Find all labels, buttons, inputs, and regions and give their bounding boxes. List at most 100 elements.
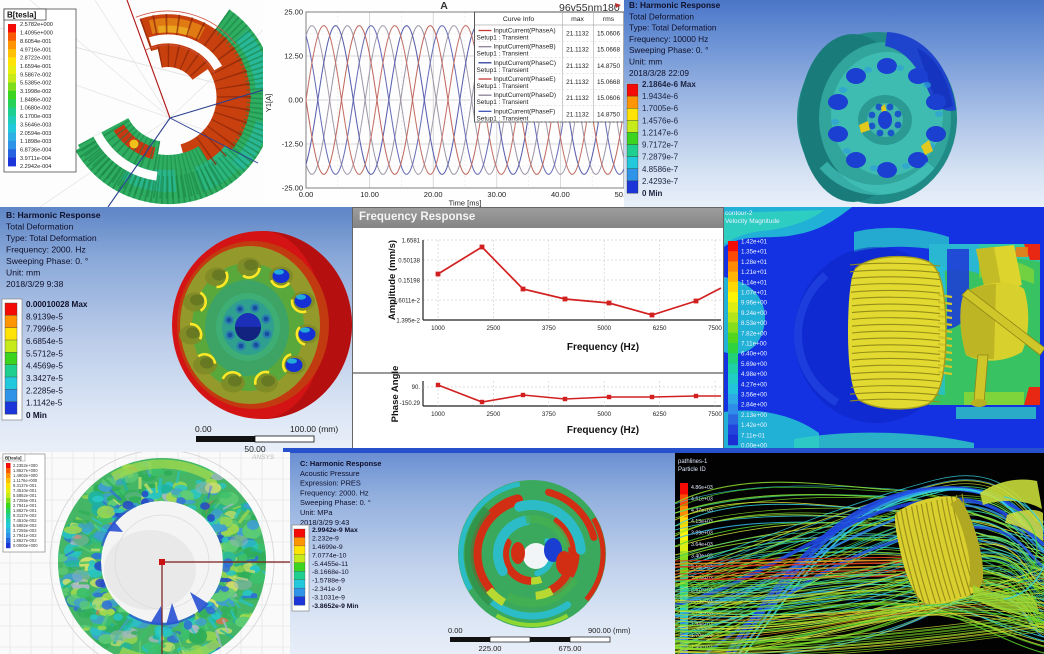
svg-text:-2.341e-9: -2.341e-9 [312, 586, 341, 593]
svg-text:1.6594e-001: 1.6594e-001 [20, 64, 51, 70]
svg-text:1.21e+01: 1.21e+01 [741, 269, 768, 276]
svg-text:pathlines-1: pathlines-1 [678, 459, 708, 465]
svg-text:2.84e+00: 2.84e+00 [741, 402, 768, 409]
svg-text:7.0774e-10: 7.0774e-10 [312, 552, 347, 559]
svg-text:Time [ms]: Time [ms] [449, 199, 482, 208]
svg-text:4.4569e-5: 4.4569e-5 [26, 362, 63, 371]
svg-text:7.2879e-7: 7.2879e-7 [642, 153, 679, 162]
svg-text:10.00: 10.00 [360, 190, 379, 199]
svg-text:8.53e+00: 8.53e+00 [741, 320, 768, 327]
svg-text:1.0680e-002: 1.0680e-002 [20, 106, 51, 112]
svg-text:1.8486e-002: 1.8486e-002 [20, 97, 51, 103]
svg-text:4.8586e-7: 4.8586e-7 [642, 165, 679, 174]
svg-text:3.64e+03: 3.64e+03 [691, 542, 713, 548]
svg-text:21.1132: 21.1132 [566, 47, 589, 54]
svg-text:9.24e+00: 9.24e+00 [741, 310, 768, 317]
svg-text:1.1898e-003: 1.1898e-003 [20, 139, 51, 145]
svg-text:Frequency: 2000. Hz: Frequency: 2000. Hz [300, 488, 369, 497]
svg-text:0 Min: 0 Min [26, 411, 47, 420]
svg-text:5.5882e-001: 5.5882e-001 [13, 493, 37, 498]
svg-text:50.00: 50.00 [615, 190, 624, 199]
svg-text:Type: Total Deformation: Type: Total Deformation [629, 23, 717, 33]
svg-text:1.1142e-5: 1.1142e-5 [26, 399, 63, 408]
svg-text:15.0606: 15.0606 [597, 95, 621, 102]
svg-text:6250: 6250 [653, 411, 667, 418]
svg-text:-25.00: -25.00 [282, 184, 303, 193]
svg-text:14.8750: 14.8750 [597, 111, 621, 118]
svg-text:InputCurrent(PhaseB): InputCurrent(PhaseB) [494, 44, 556, 51]
svg-text:7.11e-01: 7.11e-01 [741, 432, 766, 439]
svg-text:7500: 7500 [708, 325, 722, 332]
svg-text:8.6054e-001: 8.6054e-001 [20, 39, 51, 45]
svg-text:7.11e+00: 7.11e+00 [741, 341, 767, 348]
svg-text:Total Deformation: Total Deformation [629, 11, 694, 21]
svg-text:7.4510e-001: 7.4510e-001 [13, 488, 37, 493]
svg-text:1.4095e+000: 1.4095e+000 [20, 31, 53, 37]
svg-text:InputCurrent(PhaseF): InputCurrent(PhaseF) [494, 108, 556, 115]
svg-text:8.9139e-5: 8.9139e-5 [26, 312, 63, 321]
svg-text:-1.5788e-9: -1.5788e-9 [312, 578, 345, 585]
svg-text:21.1132: 21.1132 [566, 31, 589, 38]
svg-text:0.00: 0.00 [299, 190, 314, 199]
svg-text:2.2942e-004: 2.2942e-004 [20, 164, 51, 170]
svg-text:-3.1031e-9: -3.1031e-9 [312, 595, 345, 602]
svg-text:4.6011e-2: 4.6011e-2 [393, 298, 420, 304]
svg-text:1.28e+01: 1.28e+01 [741, 259, 768, 266]
svg-text:6.8736e-004: 6.8736e-004 [20, 148, 51, 154]
svg-text:2.232e-9: 2.232e-9 [312, 535, 339, 542]
svg-text:2.1864e-6 Max: 2.1864e-6 Max [642, 80, 696, 89]
svg-text:-150.29: -150.29 [400, 401, 421, 407]
svg-text:5000: 5000 [597, 411, 611, 418]
svg-text:Setup1 : Transient: Setup1 : Transient [477, 99, 529, 106]
svg-text:6250: 6250 [653, 325, 667, 332]
svg-text:3.16e+03: 3.16e+03 [691, 565, 713, 571]
svg-text:1.42e+01: 1.42e+01 [741, 239, 768, 246]
svg-text:5.5712e-5: 5.5712e-5 [26, 349, 63, 358]
svg-text:Sweeping Phase: 0. °: Sweeping Phase: 0. ° [300, 498, 371, 507]
svg-text:0.00010028 Max: 0.00010028 Max [26, 300, 88, 309]
svg-text:3.9711e-004: 3.9711e-004 [20, 156, 51, 162]
svg-text:Particle ID: Particle ID [678, 467, 706, 473]
svg-text:7.82e+00: 7.82e+00 [741, 330, 768, 337]
svg-text:1.8627e-002: 1.8627e-002 [13, 538, 37, 543]
svg-text:Frequency (Hz): Frequency (Hz) [567, 342, 639, 353]
svg-text:7.4510e-002: 7.4510e-002 [13, 518, 37, 523]
svg-text:0.50138: 0.50138 [398, 258, 420, 264]
svg-text:9.5867e-002: 9.5867e-002 [20, 72, 51, 78]
svg-text:3.5646e-003: 3.5646e-003 [20, 122, 51, 128]
svg-text:0.0000e+000: 0.0000e+000 [13, 543, 38, 548]
svg-text:InputCurrent(PhaseD): InputCurrent(PhaseD) [494, 92, 557, 99]
svg-text:Frequency: 10000 Hz: Frequency: 10000 Hz [629, 34, 708, 44]
svg-text:Sweeping Phase: 0. °: Sweeping Phase: 0. ° [6, 256, 88, 266]
svg-text:3.56e+00: 3.56e+00 [741, 392, 768, 399]
svg-text:Expression: PRES: Expression: PRES [300, 479, 361, 488]
svg-text:1.2147e-6: 1.2147e-6 [642, 128, 679, 137]
svg-text:9.3137e-002: 9.3137e-002 [13, 513, 37, 518]
svg-text:1000: 1000 [431, 325, 445, 332]
svg-text:5000: 5000 [597, 325, 611, 332]
svg-text:3750: 3750 [542, 325, 556, 332]
svg-text:4.61e+03: 4.61e+03 [691, 496, 713, 502]
svg-text:50.00: 50.00 [244, 444, 266, 452]
svg-text:ANSYS: ANSYS [251, 454, 275, 461]
svg-text:InputCurrent(PhaseE): InputCurrent(PhaseE) [494, 76, 556, 83]
svg-text:-12.50: -12.50 [282, 140, 303, 149]
svg-text:225.00: 225.00 [479, 644, 502, 653]
svg-text:7.7996e-5: 7.7996e-5 [26, 325, 63, 334]
svg-text:1.4699e-9: 1.4699e-9 [312, 544, 343, 551]
svg-text:4.98e+00: 4.98e+00 [741, 371, 768, 378]
svg-text:1.7005e-6: 1.7005e-6 [642, 104, 679, 113]
svg-text:21.1132: 21.1132 [566, 111, 589, 118]
svg-text:Setup1 : Transient: Setup1 : Transient [477, 51, 529, 58]
svg-text:3750: 3750 [542, 411, 556, 418]
svg-text:0 Min: 0 Min [642, 189, 663, 198]
svg-text:7500: 7500 [708, 411, 722, 418]
svg-text:B[tesla]: B[tesla] [5, 456, 22, 461]
svg-text:100.00 (mm): 100.00 (mm) [290, 424, 338, 434]
svg-text:1.1176e+000: 1.1176e+000 [13, 478, 38, 483]
svg-text:3.7255e-002: 3.7255e-002 [13, 528, 37, 533]
svg-text:0.00: 0.00 [195, 424, 212, 434]
svg-text:2.9942e-9 Max: 2.9942e-9 Max [312, 527, 358, 534]
svg-text:1.6581: 1.6581 [402, 238, 421, 244]
svg-text:C: Harmonic Response: C: Harmonic Response [300, 459, 381, 468]
